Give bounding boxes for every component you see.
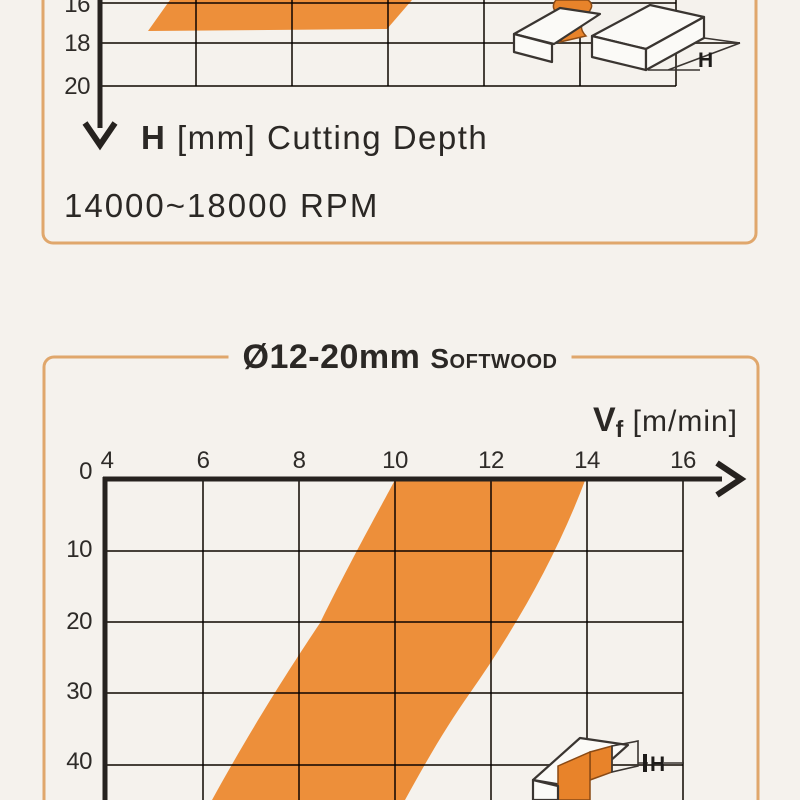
x-tick-8: 8 [292, 447, 306, 474]
x-axis-title: Vf [m/min] [593, 402, 738, 447]
top-y-axis-title: H [mm] Cutting Depth [141, 121, 488, 155]
top-y-tick-16: 16 [64, 0, 90, 18]
bottom-chart-tool-diagram: H [531, 736, 684, 800]
vf-symbol: V [592, 401, 616, 439]
bottom-chart-axes [102, 460, 747, 800]
right-arrow-icon [715, 460, 747, 498]
x-tick-4: 4 [100, 447, 114, 474]
top-chart-band [148, 0, 412, 31]
x-tick-12: 12 [478, 447, 504, 474]
top-chart-y-axis [82, 0, 118, 151]
bottom-panel-title: Ø12-20mm Softwood [228, 337, 572, 384]
top-panel-border [41, 0, 758, 245]
y-tick-20: 20 [66, 608, 92, 635]
vf-subscript: f [615, 416, 624, 442]
y-tick-30: 30 [66, 678, 92, 705]
top-chart-tool-diagram: H [512, 0, 741, 85]
diameter-range-label: Ø12-20mm [242, 338, 421, 376]
x-tick-10: 10 [382, 447, 408, 474]
cut-face-icon [589, 745, 613, 782]
top-y-tick-20: 20 [64, 73, 90, 100]
x-tick-16: 16 [670, 447, 696, 474]
y-tick-10: 10 [66, 536, 92, 563]
down-arrow-icon [82, 121, 118, 151]
material-label: Softwood [430, 343, 558, 374]
top-y-tick-18: 18 [64, 30, 90, 57]
h-symbol: H [141, 119, 167, 156]
x-tick-14: 14 [574, 447, 600, 474]
y-tick-40: 40 [66, 748, 92, 775]
cutting-depth-h-label: H [650, 753, 665, 776]
x-tick-6: 6 [196, 447, 210, 474]
h-units-text: [mm] Cutting Depth [166, 119, 489, 156]
y-tick-0: 0 [79, 458, 92, 485]
vf-units-text: [m/min] [623, 405, 738, 438]
bottom-chart-band [212, 478, 586, 800]
rpm-range-label: 14000~18000 RPM [64, 187, 380, 224]
cutting-depth-h-label: H [698, 49, 713, 72]
